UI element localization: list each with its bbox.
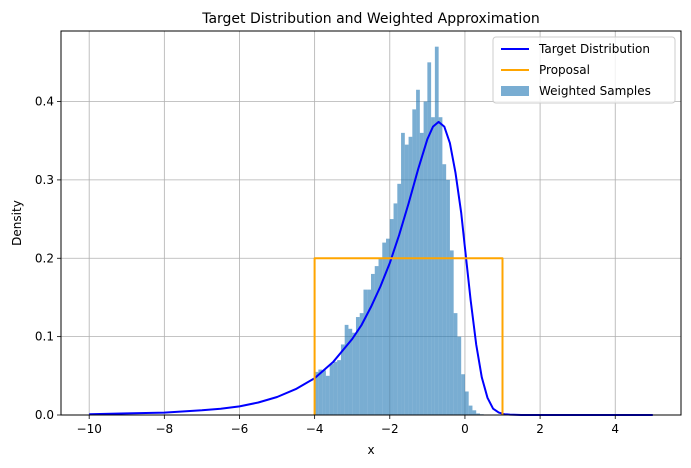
histogram-bar bbox=[472, 410, 477, 415]
histogram-bar bbox=[318, 369, 323, 415]
histogram-bar bbox=[340, 344, 345, 415]
histogram-bar bbox=[348, 328, 353, 415]
legend-swatch bbox=[501, 86, 529, 96]
histogram-bar bbox=[461, 374, 465, 415]
x-tick-label: −4 bbox=[306, 422, 324, 436]
histogram-bar bbox=[386, 238, 390, 415]
histogram-bar bbox=[419, 132, 424, 415]
histogram-bar bbox=[378, 258, 383, 415]
histogram-bar bbox=[371, 273, 375, 415]
histogram-bar bbox=[476, 413, 480, 415]
x-tick-label: 2 bbox=[536, 422, 544, 436]
histogram-bar bbox=[442, 164, 447, 415]
legend: Target Distribution Proposal Weighted Samp… bbox=[492, 36, 676, 104]
histogram-bar bbox=[363, 289, 368, 415]
histogram-bar bbox=[412, 109, 417, 416]
histogram-bar bbox=[322, 370, 326, 415]
histogram-bar bbox=[397, 183, 402, 415]
series-lines bbox=[89, 120, 653, 416]
x-axis-label: x bbox=[367, 443, 374, 457]
legend-label: Weighted Samples bbox=[539, 84, 651, 98]
x-tick-label: −8 bbox=[155, 422, 173, 436]
histogram-bars bbox=[314, 46, 484, 416]
legend-box bbox=[492, 36, 676, 104]
histogram-bar bbox=[367, 289, 371, 415]
x-tick-label: −2 bbox=[381, 422, 399, 436]
x-tick-label: −6 bbox=[231, 422, 249, 436]
histogram-bar bbox=[453, 313, 458, 415]
histogram-bar bbox=[408, 136, 413, 416]
y-tick-label: 0.3 bbox=[35, 173, 54, 187]
histogram-bar bbox=[434, 46, 439, 416]
chart-title: Target Distribution and Weighted Approxi… bbox=[201, 11, 540, 27]
histogram-bar bbox=[457, 336, 462, 415]
y-tick-label: 0.4 bbox=[35, 95, 54, 109]
y-axis-label: Density bbox=[10, 200, 24, 246]
histogram-bar bbox=[337, 360, 341, 415]
y-axis-ticks: 0.0 0.1 0.2 0.3 0.4 bbox=[35, 95, 61, 422]
histogram-bar bbox=[427, 62, 432, 416]
histogram-bar bbox=[468, 405, 473, 415]
histogram-bar bbox=[329, 364, 334, 415]
histogram-bar bbox=[464, 391, 469, 415]
histogram-bar bbox=[325, 375, 330, 415]
x-tick-label: −10 bbox=[77, 422, 102, 436]
histogram-bar bbox=[352, 332, 356, 415]
y-tick-label: 0.2 bbox=[35, 251, 54, 265]
histogram-bar bbox=[333, 361, 338, 415]
plot-frame bbox=[60, 30, 682, 416]
y-tick-label: 0.0 bbox=[35, 408, 54, 422]
histogram-bar bbox=[438, 117, 443, 416]
x-axis-ticks: −10 −8 −6 −4 −2 0 2 4 bbox=[77, 415, 619, 436]
histogram-bar bbox=[446, 179, 450, 415]
legend-label: Proposal bbox=[539, 63, 590, 77]
histogram-bar bbox=[359, 313, 364, 415]
histogram-bar bbox=[389, 219, 394, 415]
histogram-bar bbox=[374, 266, 379, 415]
x-tick-label: 0 bbox=[461, 422, 469, 436]
series-line-proposal bbox=[313, 257, 504, 415]
histogram-bar bbox=[401, 132, 405, 415]
histogram-bar bbox=[314, 371, 319, 415]
histogram-bar bbox=[404, 144, 409, 415]
histogram-bar bbox=[382, 242, 387, 415]
histogram-bar bbox=[355, 317, 360, 415]
histogram-bar bbox=[431, 117, 435, 416]
histogram-bar bbox=[344, 324, 349, 415]
y-tick-label: 0.1 bbox=[35, 330, 54, 344]
legend-label: Target Distribution bbox=[538, 42, 650, 56]
x-tick-label: 4 bbox=[611, 422, 619, 436]
histogram-bar bbox=[416, 89, 420, 415]
histogram-bar bbox=[449, 250, 454, 415]
histogram-bar bbox=[393, 203, 398, 415]
